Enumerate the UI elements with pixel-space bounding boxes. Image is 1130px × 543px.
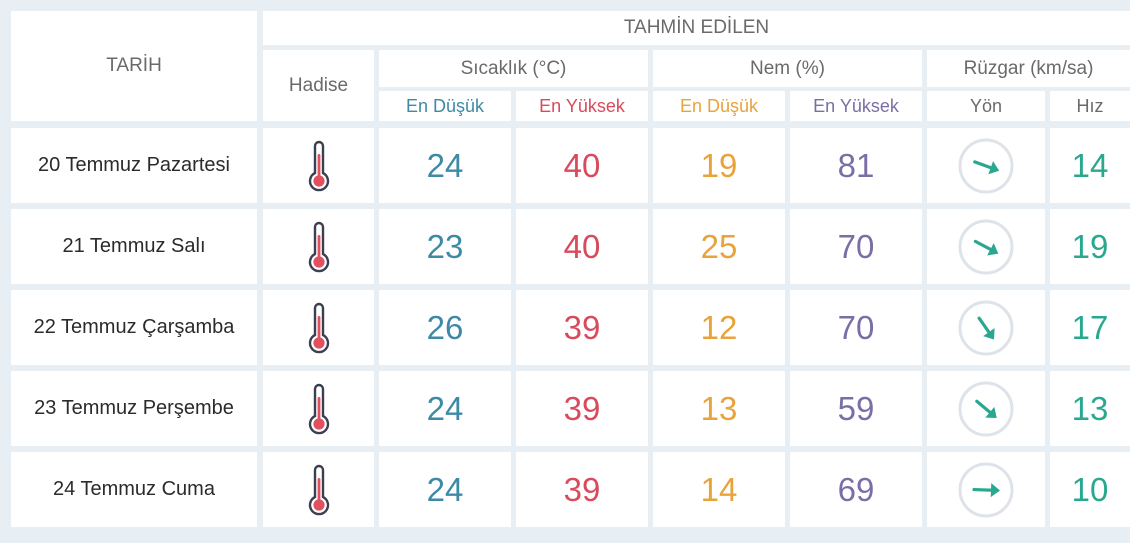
event-cell (263, 290, 374, 365)
wind-direction-icon (957, 461, 1015, 519)
temp-max-cell: 39 (516, 452, 648, 527)
temp-min-cell: 24 (379, 452, 511, 527)
thermometer-icon (306, 464, 332, 516)
event-column-header: Hadise (263, 50, 374, 121)
forecast-title: TAHMİN EDİLEN (263, 11, 1130, 45)
wind-speed-cell: 19 (1050, 209, 1130, 284)
wind-direction-cell (927, 128, 1045, 203)
thermometer-icon (306, 221, 332, 273)
wind-speed-cell: 10 (1050, 452, 1130, 527)
wind-direction-cell (927, 290, 1045, 365)
temp-min-cell: 23 (379, 209, 511, 284)
date-cell: 20 Temmuz Pazartesi (11, 128, 257, 203)
humidity-min-cell: 19 (653, 128, 785, 203)
temp-min-cell: 24 (379, 371, 511, 446)
wind-direction-icon (957, 380, 1015, 438)
date-column-header: TARİH (11, 11, 257, 121)
humidity-max-cell: 70 (790, 209, 922, 284)
humidity-max-cell: 70 (790, 290, 922, 365)
wind-direction-cell (927, 371, 1045, 446)
wind-speed-header: Hız (1050, 91, 1130, 121)
date-cell: 23 Temmuz Perşembe (11, 371, 257, 446)
humidity-min-cell: 13 (653, 371, 785, 446)
event-cell (263, 371, 374, 446)
temp-max-cell: 40 (516, 209, 648, 284)
wind-speed-cell: 14 (1050, 128, 1130, 203)
temp-min-header: En Düşük (379, 91, 511, 121)
humidity-max-cell: 59 (790, 371, 922, 446)
thermometer-icon (306, 140, 332, 192)
wind-direction-icon (957, 218, 1015, 276)
humidity-min-cell: 14 (653, 452, 785, 527)
humidity-min-cell: 12 (653, 290, 785, 365)
thermometer-icon (306, 383, 332, 435)
temp-min-cell: 24 (379, 128, 511, 203)
humidity-max-cell: 69 (790, 452, 922, 527)
wind-direction-cell (927, 209, 1045, 284)
event-cell (263, 452, 374, 527)
temp-max-cell: 39 (516, 290, 648, 365)
humidity-max-cell: 81 (790, 128, 922, 203)
humidity-min-cell: 25 (653, 209, 785, 284)
thermometer-icon (306, 302, 332, 354)
wind-group-header: Rüzgar (km/sa) (927, 50, 1130, 87)
wind-direction-cell (927, 452, 1045, 527)
event-cell (263, 128, 374, 203)
wind-direction-icon (957, 299, 1015, 357)
date-cell: 24 Temmuz Cuma (11, 452, 257, 527)
humidity-min-header: En Düşük (653, 91, 785, 121)
wind-speed-cell: 17 (1050, 290, 1130, 365)
wind-direction-icon (957, 137, 1015, 195)
wind-direction-header: Yön (927, 91, 1045, 121)
temp-max-cell: 39 (516, 371, 648, 446)
date-cell: 21 Temmuz Salı (11, 209, 257, 284)
temperature-group-header: Sıcaklık (°C) (379, 50, 648, 87)
temp-min-cell: 26 (379, 290, 511, 365)
humidity-max-header: En Yüksek (790, 91, 922, 121)
temp-max-cell: 40 (516, 128, 648, 203)
wind-speed-cell: 13 (1050, 371, 1130, 446)
date-cell: 22 Temmuz Çarşamba (11, 290, 257, 365)
humidity-group-header: Nem (%) (653, 50, 922, 87)
event-cell (263, 209, 374, 284)
temp-max-header: En Yüksek (516, 91, 648, 121)
